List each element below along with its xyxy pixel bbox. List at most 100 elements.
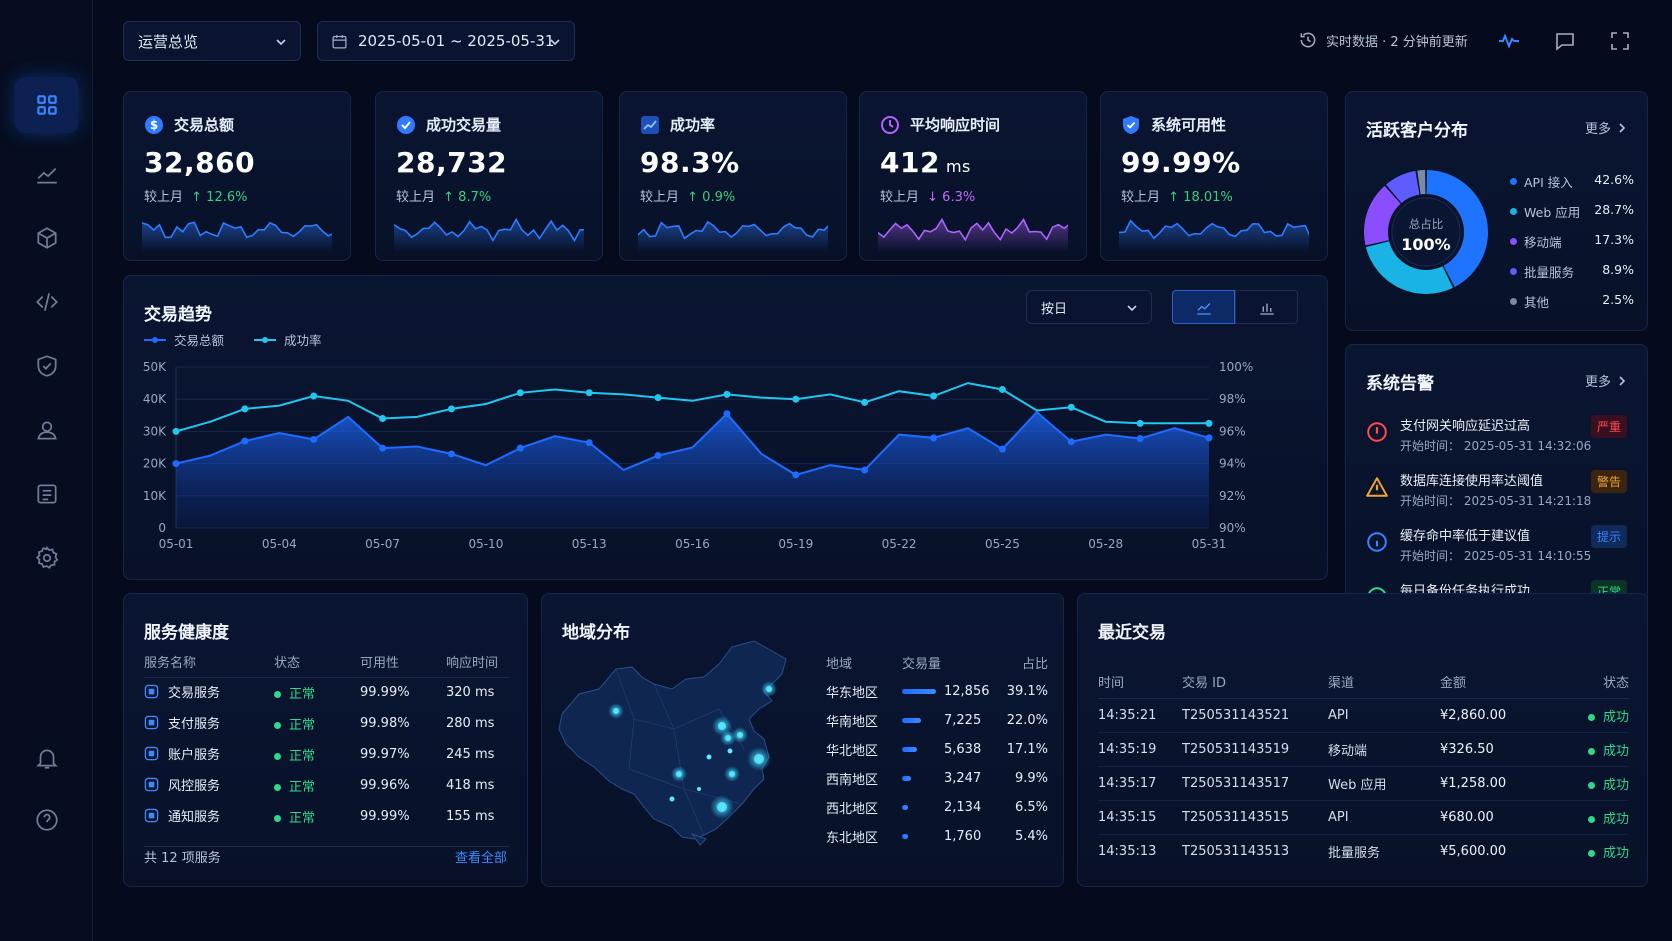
sidebar-item-settings[interactable] [15, 530, 78, 586]
data-point-amount[interactable] [1067, 438, 1075, 446]
region-volume: 1,760 [944, 829, 982, 844]
table-row[interactable]: 华南地区 7,225 22.0% [826, 706, 1048, 735]
data-point-amount[interactable] [792, 471, 800, 479]
legend-swatch [1510, 208, 1517, 215]
data-point-amount[interactable] [516, 444, 524, 452]
table-row[interactable]: 14:35:13 T250531143513 批量服务 ¥5,600.00 成功 [1098, 834, 1629, 868]
donut-more-link[interactable]: 更多 [1585, 118, 1627, 137]
data-point-rate[interactable] [861, 398, 869, 406]
dollar-icon: $ [145, 115, 163, 134]
sidebar-item-dashboard[interactable] [15, 77, 78, 133]
error-circle-icon [1367, 422, 1387, 442]
table-row[interactable]: 14:35:17 T250531143517 Web 应用 ¥1,258.00 … [1098, 766, 1629, 800]
data-point-amount[interactable] [172, 460, 180, 468]
fullscreen-icon[interactable] [1608, 29, 1632, 53]
kpi-value-number: 98.3% [640, 146, 740, 179]
table-row[interactable]: 西南地区 3,247 9.9% [826, 764, 1048, 793]
data-point-amount[interactable] [310, 435, 318, 443]
data-point-rate[interactable] [1205, 419, 1213, 427]
table-row[interactable]: 支付服务 正常 99.98% 280 ms [144, 708, 509, 739]
activity-icon[interactable] [1497, 29, 1521, 53]
table-row[interactable]: 通知服务 正常 99.99% 155 ms [144, 801, 509, 832]
data-point-amount[interactable] [654, 452, 662, 460]
kpi-card[interactable]: 系统可用性 99.99% 较上月 ↑ 18.01% [1100, 91, 1328, 261]
data-point-amount[interactable] [585, 439, 593, 447]
sidebar-item-security[interactable] [15, 338, 78, 394]
sidebar-item-products[interactable] [15, 210, 78, 266]
line-view-toggle[interactable] [1172, 290, 1235, 324]
sidebar-item-notifications[interactable] [15, 730, 78, 786]
data-point-rate[interactable] [998, 386, 1006, 394]
health-col-availability: 可用性 [360, 656, 400, 672]
data-point-rate[interactable] [379, 415, 387, 423]
service-availability: 99.99% [360, 809, 410, 824]
data-point-amount[interactable] [1205, 434, 1213, 442]
sidebar-item-users[interactable] [15, 402, 78, 458]
sidebar-item-api[interactable] [15, 274, 78, 330]
sidebar-item-help[interactable] [15, 792, 78, 848]
alert-item[interactable]: 数据库连接使用率达阈值 开始时间： 2025-05-31 14:21:18 警告 [1366, 470, 1627, 520]
kpi-card[interactable]: 成功率 98.3% 较上月 ↑ 0.9% [619, 91, 847, 261]
table-row[interactable]: 华东地区 12,856 39.1% [826, 677, 1048, 706]
data-point-rate[interactable] [447, 405, 455, 413]
data-point-rate[interactable] [516, 389, 524, 397]
donut-legend-item: API 接入 42.6% [1510, 172, 1634, 192]
kpi-sparkline [1119, 219, 1309, 252]
table-row[interactable]: 14:35:15 T250531143515 API ¥680.00 成功 [1098, 800, 1629, 834]
sidebar-item-logs[interactable] [15, 466, 78, 522]
table-row[interactable]: 14:35:21 T250531143521 API ¥2,860.00 成功 [1098, 698, 1629, 732]
alerts-more-link[interactable]: 更多 [1585, 371, 1627, 390]
view-select[interactable]: 运营总览 [123, 21, 301, 61]
clock-icon [881, 115, 899, 134]
donut-slice[interactable] [1417, 170, 1426, 195]
alert-item[interactable]: 支付网关响应延迟过高 开始时间： 2025-05-31 14:32:06 严重 [1366, 415, 1627, 465]
data-point-amount[interactable] [723, 410, 731, 418]
donut-slice[interactable] [1364, 185, 1401, 246]
data-point-rate[interactable] [1067, 403, 1075, 411]
data-point-rate[interactable] [585, 389, 593, 397]
table-row[interactable]: 账户服务 正常 99.97% 245 ms [144, 739, 509, 770]
alert-item[interactable]: 缓存命中率低于建议值 开始时间： 2025-05-31 14:10:55 提示 [1366, 525, 1627, 575]
txn-status: 成功 [1602, 743, 1629, 759]
data-point-rate[interactable] [723, 390, 731, 398]
data-point-rate[interactable] [792, 395, 800, 403]
sidebar-item-analytics[interactable] [15, 146, 78, 202]
donut-slice[interactable] [1426, 170, 1488, 287]
legend-label: 移动端 [1524, 235, 1562, 250]
granularity-select[interactable]: 按日 [1026, 290, 1152, 324]
data-point-amount[interactable] [447, 450, 455, 458]
kpi-card[interactable]: $ 交易总额 32,860 较上月 ↑ 12.6% [123, 91, 351, 261]
bar-view-toggle[interactable] [1235, 290, 1298, 324]
message-icon[interactable] [1553, 29, 1577, 53]
view-all-link[interactable]: 查看全部 [454, 851, 507, 866]
data-point-amount[interactable] [379, 444, 387, 452]
region-name: 华北地区 [826, 744, 879, 759]
table-row[interactable]: 14:35:19 T250531143519 移动端 ¥326.50 成功 [1098, 732, 1629, 766]
legend-swatch [1510, 268, 1517, 275]
kpi-card[interactable]: 平均响应时间 412 ms 较上月 ↓ 6.3% [859, 91, 1087, 261]
data-point-rate[interactable] [930, 392, 938, 400]
data-point-amount[interactable] [241, 437, 249, 445]
kpi-card[interactable]: 成功交易量 28,732 较上月 ↑ 8.7% [375, 91, 603, 261]
table-row[interactable]: 东北地区 1,760 5.4% [826, 822, 1048, 851]
table-row[interactable]: 风控服务 正常 99.96% 418 ms [144, 770, 509, 801]
legend-label: Web 应用 [1524, 205, 1581, 220]
table-row[interactable]: 西北地区 2,134 6.5% [826, 793, 1048, 822]
data-point-rate[interactable] [310, 392, 318, 400]
data-point-rate[interactable] [241, 405, 249, 413]
date-range-picker[interactable]: 2025-05-01 ~ 2025-05-31 [317, 21, 575, 61]
data-point-amount[interactable] [1136, 434, 1144, 442]
data-point-rate[interactable] [1136, 419, 1144, 427]
x-tick-label: 05-16 [675, 537, 710, 551]
data-point-rate[interactable] [172, 427, 180, 435]
data-point-amount[interactable] [998, 445, 1006, 453]
table-row[interactable]: 华北地区 5,638 17.1% [826, 735, 1048, 764]
table-row[interactable]: 交易服务 正常 99.99% 320 ms [144, 677, 509, 708]
y-right-tick-label: 96% [1219, 424, 1246, 438]
kpi-change: ↑ 18.01% [1168, 190, 1233, 205]
donut-slice[interactable] [1365, 241, 1453, 294]
donut-slice[interactable] [1385, 170, 1420, 203]
data-point-rate[interactable] [654, 394, 662, 402]
data-point-amount[interactable] [930, 434, 938, 442]
data-point-amount[interactable] [861, 466, 869, 474]
